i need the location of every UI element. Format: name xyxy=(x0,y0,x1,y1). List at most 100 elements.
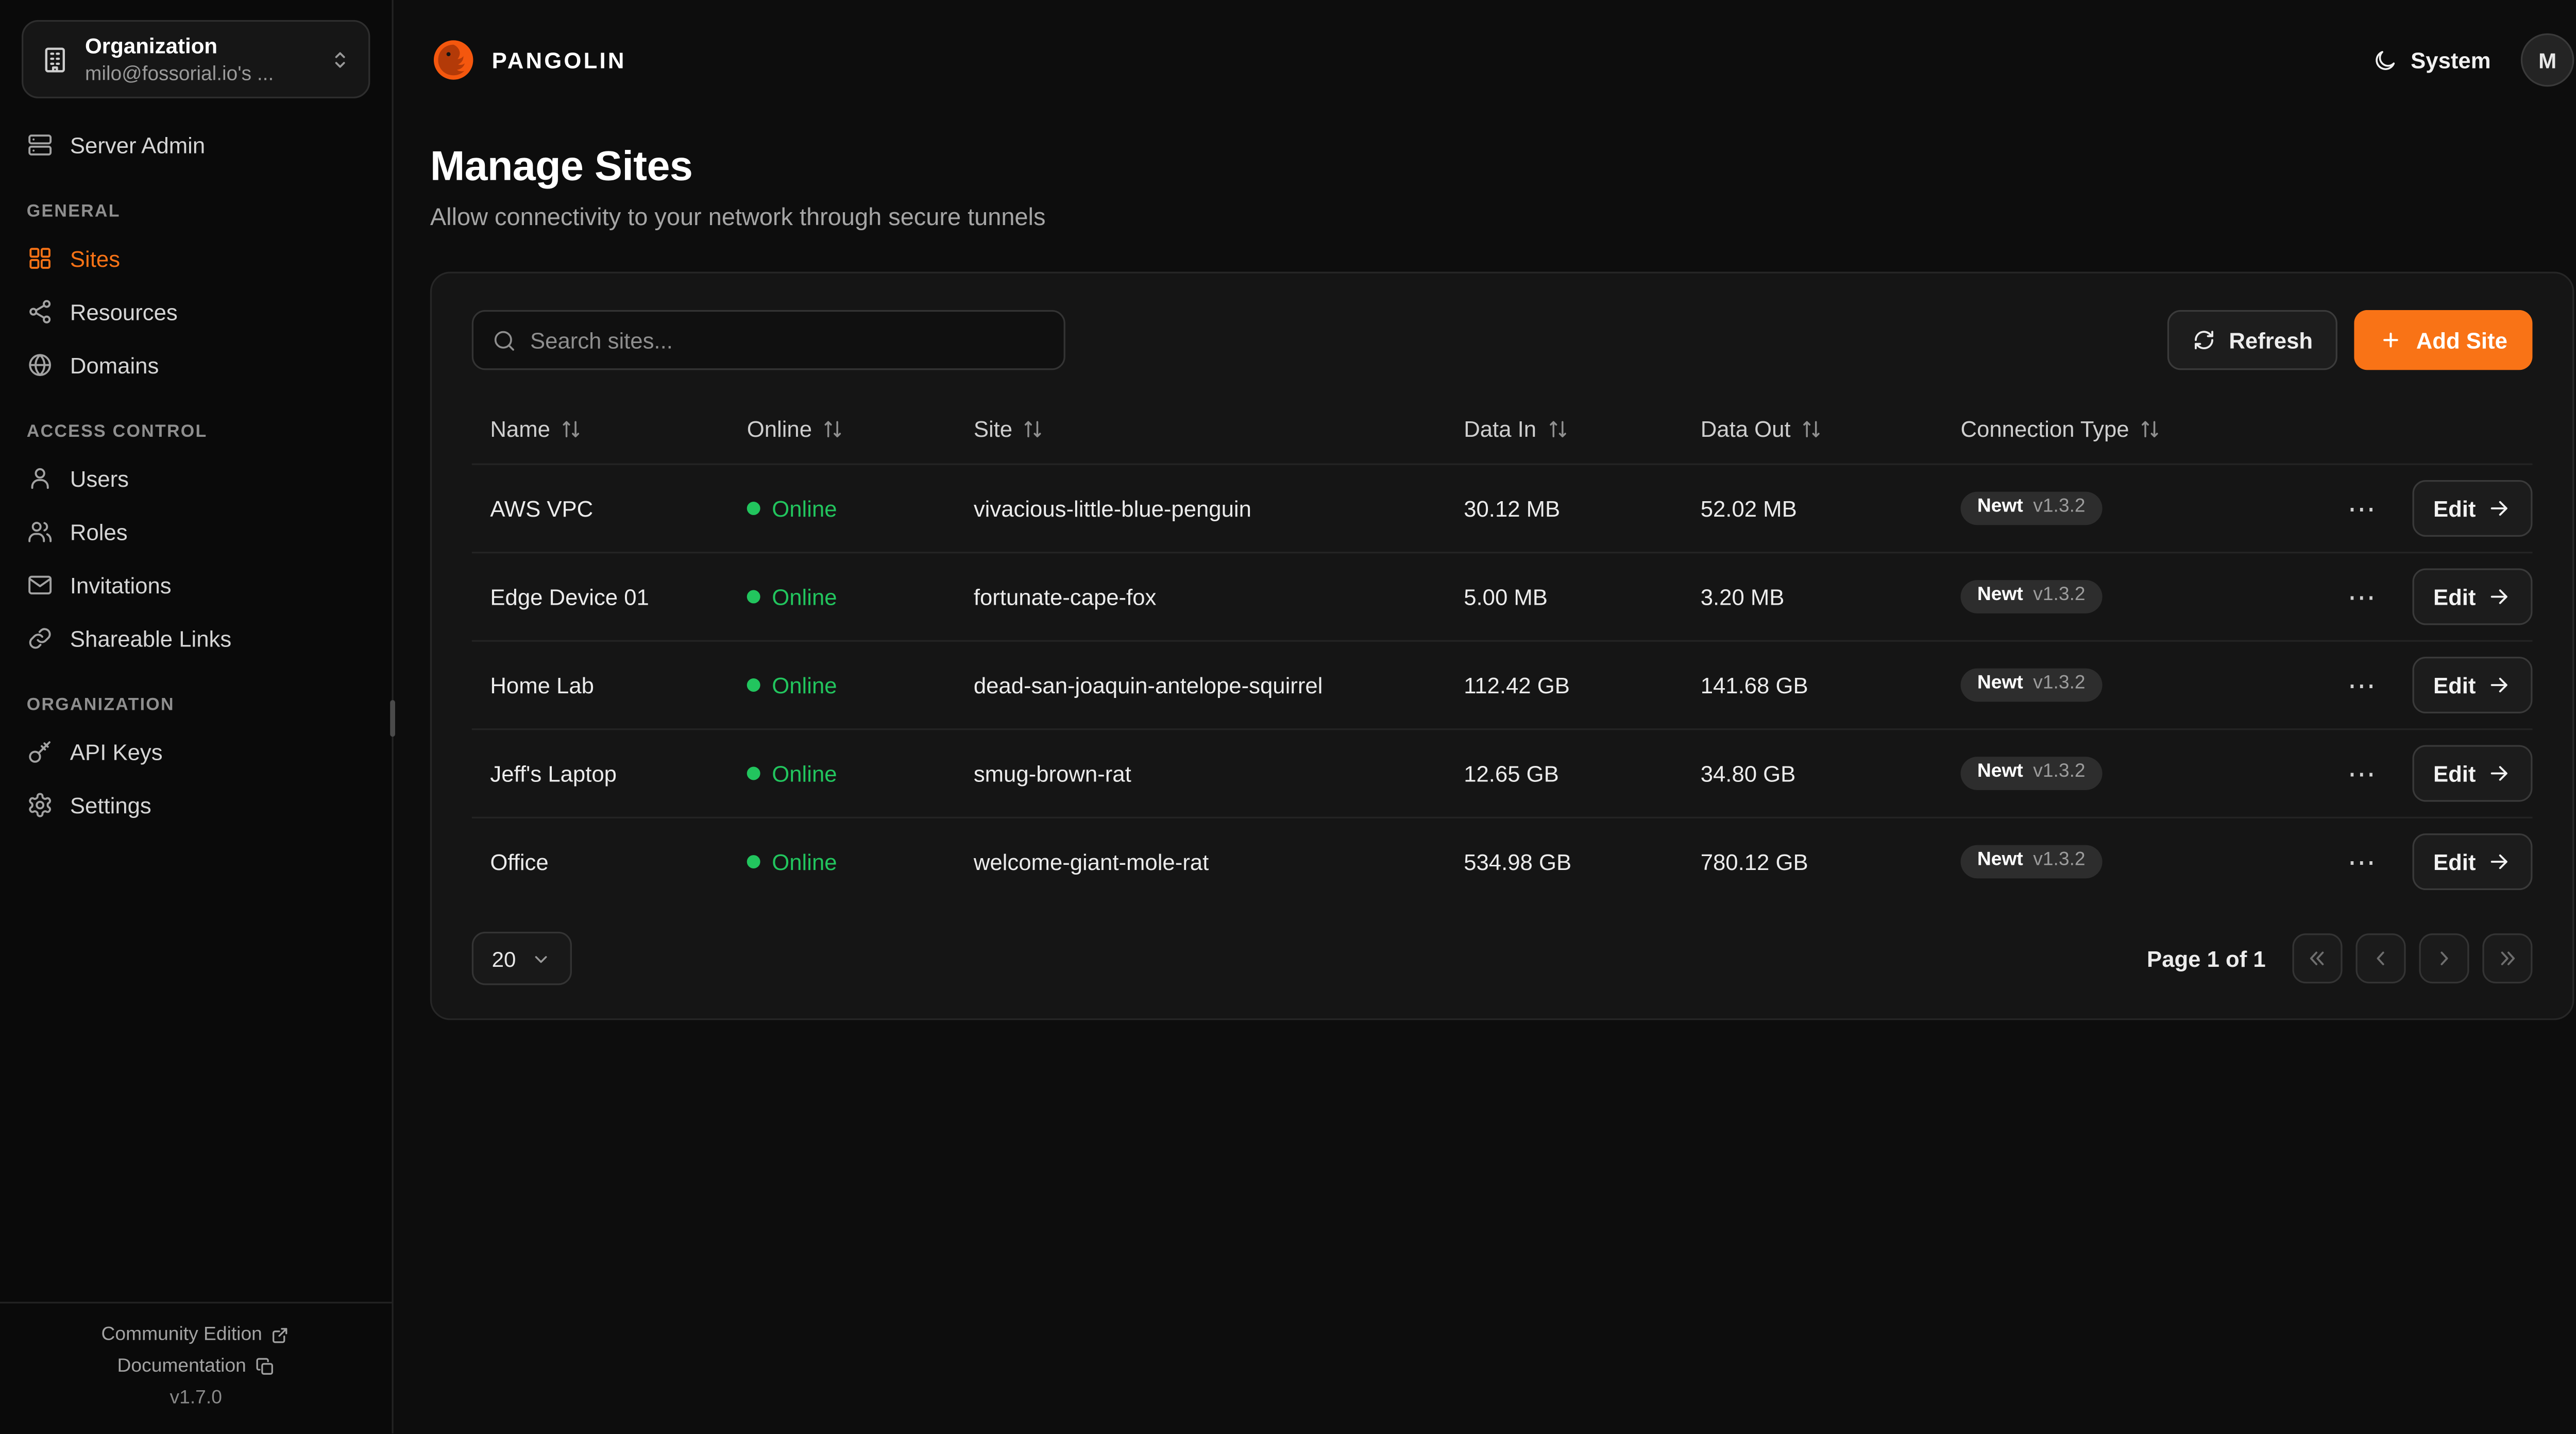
connection-version: v1.3.2 xyxy=(2033,762,2086,782)
data-out: 780.12 GB xyxy=(1700,849,1808,875)
site-status: Online xyxy=(747,496,974,521)
sidebar-item-shareable-links[interactable]: Shareable Links xyxy=(0,612,392,665)
connection-type-cell: Newt v1.3.2 xyxy=(1960,669,2311,702)
column-label: Data Out xyxy=(1700,416,1791,441)
page-size-value: 20 xyxy=(492,946,516,971)
org-switcher[interactable]: Organization milo@fossorial.io's ... xyxy=(22,20,370,98)
next-page-button[interactable] xyxy=(2419,933,2469,984)
avatar-initial: M xyxy=(2538,47,2557,73)
plus-icon xyxy=(2380,328,2403,351)
row-actions-button[interactable]: ⋯ xyxy=(2334,668,2389,703)
row-actions-button[interactable]: ⋯ xyxy=(2334,491,2389,526)
previous-page-button[interactable] xyxy=(2355,933,2406,984)
refresh-icon xyxy=(2192,328,2215,351)
row-actions-button[interactable]: ⋯ xyxy=(2334,756,2389,791)
sidebar-item-invitations[interactable]: Invitations xyxy=(0,558,392,612)
arrow-right-icon xyxy=(2487,497,2511,520)
site-status: Online xyxy=(747,673,974,697)
globe-icon xyxy=(27,352,54,379)
online-dot-icon xyxy=(747,678,760,692)
sidebar-item-api-keys[interactable]: API Keys xyxy=(0,725,392,779)
data-in: 5.00 MB xyxy=(1464,584,1548,609)
online-label: Online xyxy=(772,584,837,609)
site-slug: smug-brown-rat xyxy=(973,761,1131,786)
data-out: 34.80 GB xyxy=(1700,761,1796,786)
sidebar-item-server-admin[interactable]: Server Admin xyxy=(0,118,392,172)
refresh-label: Refresh xyxy=(2229,327,2313,353)
sidebar-item-label: Shareable Links xyxy=(70,626,232,651)
site-slug: welcome-giant-mole-rat xyxy=(973,849,1209,875)
connection-badge: Newt v1.3.2 xyxy=(1960,845,2102,878)
chevrons-right-icon xyxy=(2496,947,2519,970)
column-header-online[interactable]: Online xyxy=(747,416,974,441)
community-edition-link[interactable]: Community Edition xyxy=(101,1325,291,1345)
sidebar-item-sites[interactable]: Sites xyxy=(0,232,392,285)
column-header-name[interactable]: Name xyxy=(472,416,747,441)
column-label: Site xyxy=(973,416,1013,441)
sidebar-item-domains[interactable]: Domains xyxy=(0,338,392,392)
edit-button[interactable]: Edit xyxy=(2411,480,2533,537)
brand[interactable]: PANGOLIN xyxy=(430,37,626,83)
edit-button[interactable]: Edit xyxy=(2411,656,2533,714)
mail-icon xyxy=(27,572,54,599)
theme-toggle[interactable]: System xyxy=(2372,47,2491,73)
data-in: 534.98 GB xyxy=(1464,849,1572,875)
search-input[interactable] xyxy=(530,327,1045,353)
connection-name: Newt xyxy=(1977,497,2023,517)
column-header-data-out[interactable]: Data Out xyxy=(1701,416,1961,441)
resources-icon xyxy=(27,298,54,325)
edit-button[interactable]: Edit xyxy=(2411,745,2533,802)
sidebar: Organization milo@fossorial.io's ... Ser… xyxy=(0,0,395,1433)
search-box[interactable] xyxy=(471,310,1065,370)
connection-name: Newt xyxy=(1977,762,2023,782)
sites-icon xyxy=(27,245,54,272)
column-label: Online xyxy=(747,416,812,441)
row-actions-button[interactable]: ⋯ xyxy=(2334,844,2389,879)
site-slug: vivacious-little-blue-penguin xyxy=(973,496,1251,521)
documentation-link[interactable]: Documentation xyxy=(117,1357,275,1377)
last-page-button[interactable] xyxy=(2482,933,2533,984)
brand-name: PANGOLIN xyxy=(492,47,626,73)
first-page-button[interactable] xyxy=(2292,933,2343,984)
row-actions-button[interactable]: ⋯ xyxy=(2334,579,2389,614)
connection-type-cell: Newt v1.3.2 xyxy=(1960,757,2311,790)
avatar[interactable]: M xyxy=(2520,33,2574,87)
sidebar-item-roles[interactable]: Roles xyxy=(0,505,392,559)
column-header-site[interactable]: Site xyxy=(974,416,1464,441)
pagination: 20 Page 1 of 1 xyxy=(471,931,2533,985)
server-icon xyxy=(27,132,54,159)
edit-label: Edit xyxy=(2433,672,2476,698)
refresh-button[interactable]: Refresh xyxy=(2167,310,2338,370)
connection-badge: Newt v1.3.2 xyxy=(1960,669,2102,702)
connection-badge: Newt v1.3.2 xyxy=(1960,492,2102,525)
sidebar-item-users[interactable]: Users xyxy=(0,452,392,505)
edit-button[interactable]: Edit xyxy=(2411,833,2533,891)
site-name: Edge Device 01 xyxy=(490,584,649,609)
table-row: Edge Device 01 Online fortunate-cape-fox… xyxy=(471,552,2533,640)
documentation-label: Documentation xyxy=(117,1357,246,1377)
sidebar-item-settings[interactable]: Settings xyxy=(0,778,392,832)
sites-card: Refresh Add Site Name Online xyxy=(430,271,2574,1020)
add-site-button[interactable]: Add Site xyxy=(2354,310,2533,370)
sidebar-footer: Community Edition Documentation v1.7.0 xyxy=(0,1302,392,1433)
site-status: Online xyxy=(747,584,974,609)
arrow-right-icon xyxy=(2487,673,2511,696)
column-header-connection-type[interactable]: Connection Type xyxy=(1961,416,2311,441)
pagination-right: Page 1 of 1 xyxy=(2147,933,2533,984)
sort-icon xyxy=(1801,418,1822,439)
data-out: 3.20 MB xyxy=(1700,584,1785,609)
sidebar-resize-handle[interactable] xyxy=(390,700,395,737)
data-out: 52.02 MB xyxy=(1700,496,1797,521)
edit-label: Edit xyxy=(2433,496,2476,521)
page-size-select[interactable]: 20 xyxy=(471,931,573,985)
online-label: Online xyxy=(772,849,837,875)
edit-button[interactable]: Edit xyxy=(2411,568,2533,625)
connection-version: v1.3.2 xyxy=(2033,850,2086,871)
section-title-general: GENERAL xyxy=(26,201,121,222)
column-header-data-in[interactable]: Data In xyxy=(1464,416,1701,441)
toolbar-actions: Refresh Add Site xyxy=(2167,310,2533,370)
sidebar-item-resources[interactable]: Resources xyxy=(0,285,392,338)
page-info: Page 1 of 1 xyxy=(2147,946,2266,971)
online-dot-icon xyxy=(747,502,760,515)
